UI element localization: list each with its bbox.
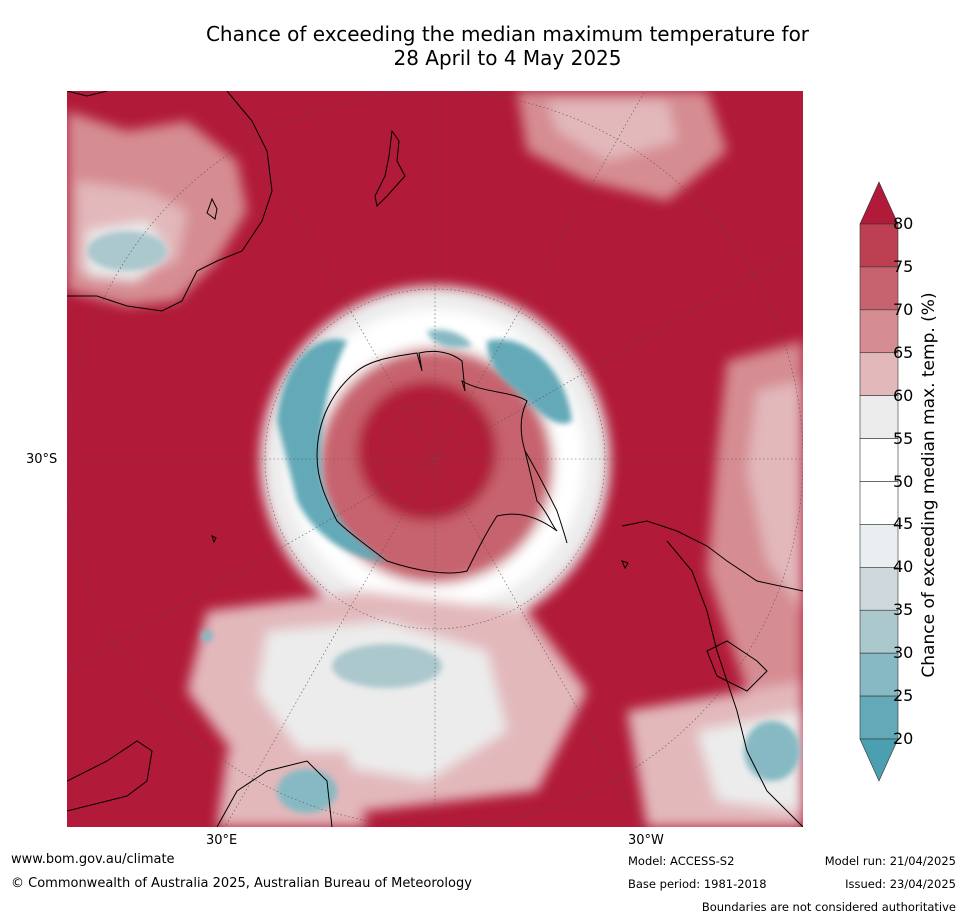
title-line-1: Chance of exceeding the median maximum t… [205,22,810,46]
website-link[interactable]: www.bom.gov.au/climate [11,852,175,867]
title-line-2: 28 April to 4 May 2025 [393,46,622,70]
polar-map [67,91,803,827]
low-probability-teal [87,231,800,813]
colorbar-tick-label: 80 [893,214,914,233]
issued-date: Issued: 23/04/2025 [845,877,956,891]
colorbar-tick-label: 30 [893,643,914,663]
colorbar-tick-label: 70 [893,299,914,319]
colorbar-tick-label: 45 [893,514,914,534]
map-title: Chance of exceeding the median maximum t… [0,22,965,70]
colorbar-tick-label: 60 [893,385,914,405]
copyright: © Commonwealth of Australia 2025, Austra… [11,876,472,891]
colorbar-tick-label: 55 [893,428,914,448]
colorbar-tick-label: 35 [893,600,914,620]
model-run: Model run: 21/04/2025 [824,854,956,868]
colorbar-tick-label: 65 [893,342,914,362]
colorbar-tick-label: 75 [893,256,914,276]
graticule [67,91,803,827]
probability-shading [67,91,803,827]
lat-label-30s: 30°S [26,452,58,467]
colorbar-tick-label: 50 [893,471,914,491]
model-name: Model: ACCESS-S2 [628,854,735,868]
boundary-disclaimer: Boundaries are not considered authoritat… [701,900,956,914]
coastlines [67,91,803,827]
colorbar-tick-label: 40 [893,557,914,577]
colorbar-tick-label: 25 [893,686,914,706]
base-period: Base period: 1981-2018 [628,877,767,891]
colorbar-title: Chance of exceeding median max. temp. (%… [919,292,939,678]
colorbar-tick-label: 20 [893,729,914,748]
lon-label-30w: 30°W [628,833,664,848]
lon-label-30e: 30°E [206,833,238,848]
